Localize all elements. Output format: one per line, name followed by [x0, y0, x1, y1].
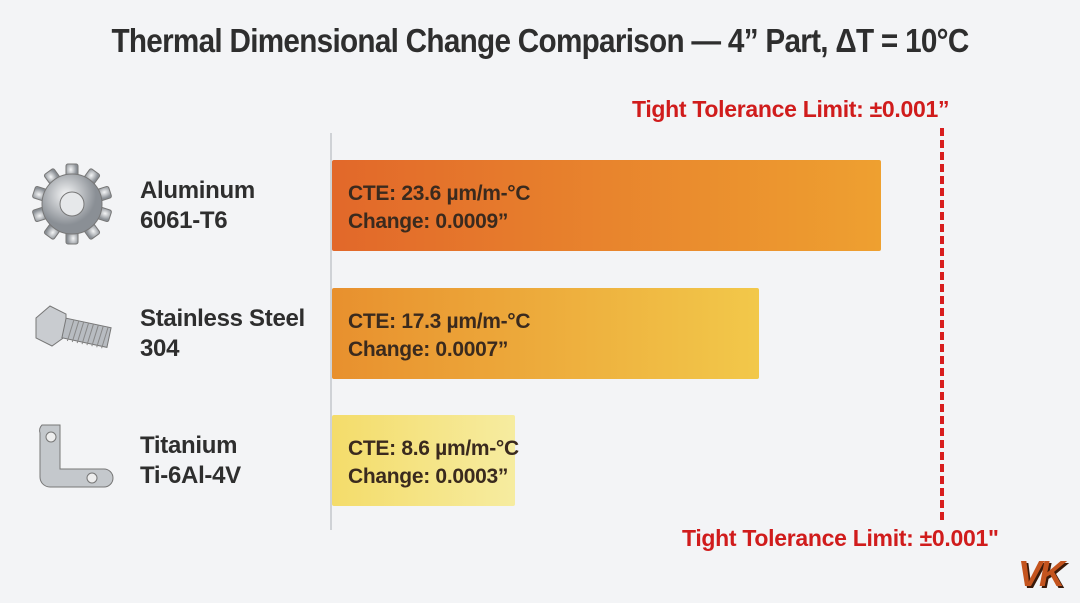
bar-label: CTE: 23.6 µm/m-°C Change: 0.0009”	[348, 180, 531, 236]
bar: CTE: 23.6 µm/m-°C Change: 0.0009”	[332, 160, 881, 251]
bar: CTE: 8.6 µm/m-°C Change: 0.0003”	[332, 415, 519, 506]
category-label: Stainless Steel 304	[140, 304, 305, 364]
logo: VK	[1018, 553, 1065, 594]
material-name: Stainless Steel	[140, 305, 305, 332]
y-axis-line	[330, 133, 332, 530]
cte-label: CTE: 8.6 µm/m-°C	[348, 437, 519, 460]
change-label: Change: 0.0009”	[348, 210, 509, 233]
change-label: Change: 0.0007”	[348, 338, 509, 361]
material-grade: Ti-6Al-4V	[140, 462, 241, 489]
cte-label: CTE: 17.3 µm/m-°C	[348, 310, 531, 333]
category-label: Aluminum 6061-T6	[140, 176, 255, 236]
cte-label: CTE: 23.6 µm/m-°C	[348, 182, 531, 205]
material-grade: 6061-T6	[140, 207, 228, 234]
bar-label: CTE: 8.6 µm/m-°C Change: 0.0003”	[348, 435, 519, 491]
limit-label-top: Tight Tolerance Limit: ±0.001”	[632, 96, 950, 122]
material-name: Titanium	[140, 432, 238, 459]
material-grade: 304	[140, 335, 180, 362]
limit-label-bottom: Tight Tolerance Limit: ±0.001"	[682, 525, 999, 551]
change-label: Change: 0.0003”	[348, 465, 509, 488]
category-label: Titanium Ti-6Al-4V	[140, 431, 241, 491]
tolerance-limit-line	[939, 128, 944, 520]
material-name: Aluminum	[140, 177, 255, 204]
chart-title: Thermal Dimensional Change Comparison — …	[111, 22, 969, 59]
bar: CTE: 17.3 µm/m-°C Change: 0.0007”	[332, 288, 759, 379]
gear-icon	[28, 160, 116, 248]
bar-label: CTE: 17.3 µm/m-°C Change: 0.0007”	[348, 308, 531, 364]
bolt-icon	[28, 288, 116, 376]
bracket-icon	[28, 415, 116, 503]
